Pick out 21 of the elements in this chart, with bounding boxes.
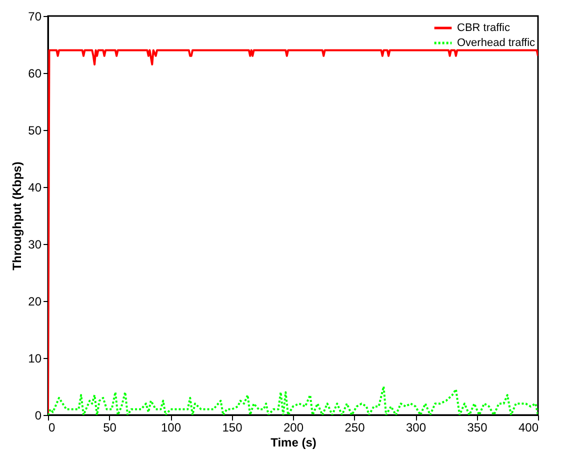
x-tick-label: 50 bbox=[103, 420, 117, 434]
legend-label: CBR traffic bbox=[457, 22, 510, 34]
x-tick-label: 250 bbox=[344, 420, 366, 434]
y-tick-label: 0 bbox=[34, 408, 42, 422]
y-tick-label: 10 bbox=[28, 352, 42, 366]
y-tick-label: 70 bbox=[28, 10, 42, 24]
y-tick-label: 30 bbox=[28, 238, 42, 252]
y-tick-label: 50 bbox=[28, 124, 42, 138]
y-tick-label: 40 bbox=[28, 180, 42, 194]
x-tick-label: 0 bbox=[48, 420, 56, 434]
x-tick-label: 400 bbox=[518, 420, 539, 434]
y-tick-label: 60 bbox=[28, 66, 42, 80]
x-axis-title: Time (s) bbox=[270, 436, 316, 450]
x-tick-label: 300 bbox=[406, 420, 426, 434]
x-tick-label: 150 bbox=[222, 420, 243, 434]
y-tick-label: 20 bbox=[28, 294, 42, 308]
legend-label: Overhead traffic bbox=[457, 37, 536, 49]
y-axis-title: Throughput (Kbps) bbox=[10, 162, 24, 270]
x-tick-label: 100 bbox=[160, 420, 182, 434]
x-tick-label: 350 bbox=[467, 420, 488, 434]
x-tick-label: 200 bbox=[283, 420, 304, 434]
